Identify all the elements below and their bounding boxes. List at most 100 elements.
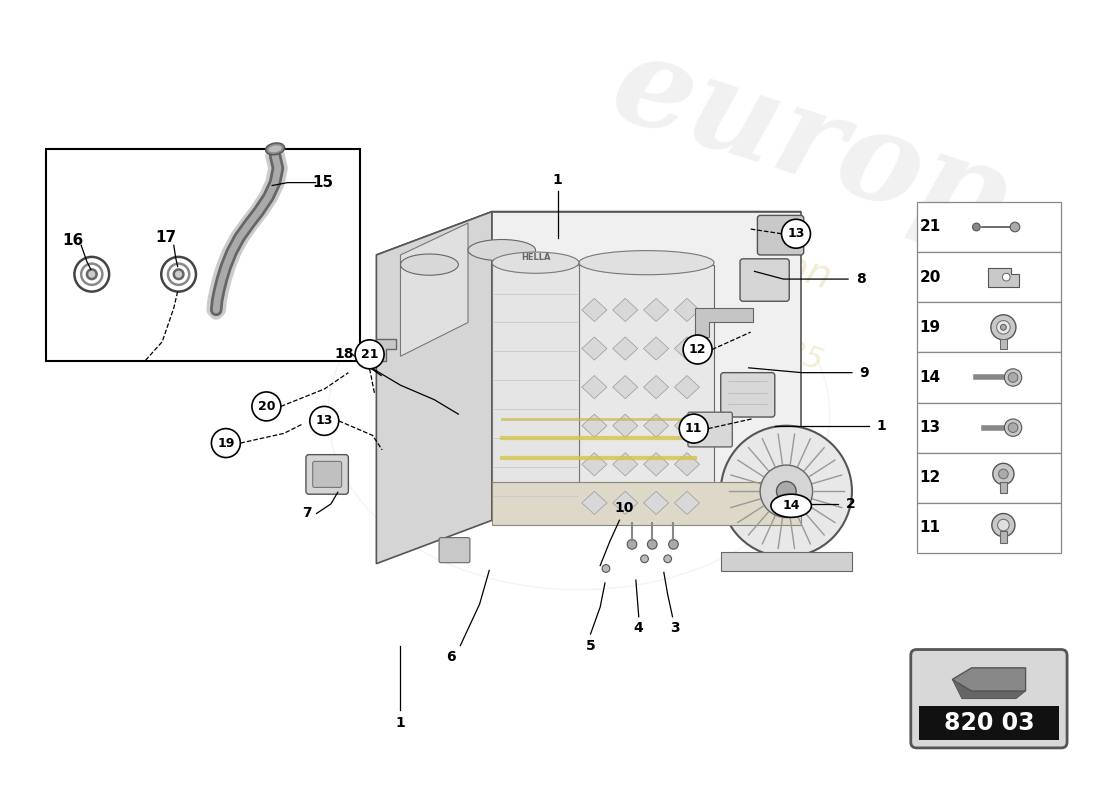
Circle shape — [75, 257, 109, 292]
Circle shape — [1004, 369, 1022, 386]
Polygon shape — [644, 298, 669, 322]
Polygon shape — [613, 414, 638, 438]
Text: 20: 20 — [257, 400, 275, 413]
Text: 19: 19 — [920, 320, 940, 335]
Circle shape — [174, 270, 184, 279]
Bar — [1000, 482, 1008, 494]
Circle shape — [1010, 222, 1020, 232]
FancyBboxPatch shape — [911, 650, 1067, 748]
Polygon shape — [674, 453, 700, 476]
Polygon shape — [644, 414, 669, 438]
Circle shape — [1009, 423, 1018, 433]
Polygon shape — [644, 491, 669, 514]
Polygon shape — [376, 211, 492, 564]
Text: 17: 17 — [155, 230, 177, 245]
FancyBboxPatch shape — [740, 259, 789, 302]
Polygon shape — [582, 298, 607, 322]
Circle shape — [991, 314, 1016, 340]
Text: 15: 15 — [312, 175, 334, 190]
Text: 11: 11 — [920, 521, 940, 535]
Polygon shape — [376, 339, 396, 361]
Text: 16: 16 — [62, 233, 84, 248]
Text: 13: 13 — [316, 414, 333, 427]
Text: 13: 13 — [788, 227, 805, 240]
Circle shape — [992, 514, 1015, 537]
Text: 20: 20 — [920, 270, 940, 285]
Text: 3: 3 — [671, 622, 680, 635]
Polygon shape — [492, 211, 801, 520]
Ellipse shape — [492, 252, 579, 274]
Text: 14: 14 — [782, 499, 800, 512]
Circle shape — [972, 223, 980, 231]
Polygon shape — [953, 668, 1025, 691]
Polygon shape — [674, 414, 700, 438]
FancyBboxPatch shape — [758, 215, 804, 255]
Polygon shape — [644, 375, 669, 398]
Polygon shape — [613, 337, 638, 360]
Text: 7: 7 — [302, 506, 311, 521]
Polygon shape — [674, 491, 700, 514]
Circle shape — [252, 392, 280, 421]
Bar — [1000, 339, 1008, 349]
Text: 21: 21 — [920, 219, 940, 234]
Circle shape — [760, 465, 813, 518]
Text: HELLA: HELLA — [520, 254, 550, 262]
Text: 5: 5 — [585, 638, 595, 653]
FancyBboxPatch shape — [439, 538, 470, 562]
Polygon shape — [695, 308, 752, 337]
Bar — [916, 453, 1062, 503]
Text: 6: 6 — [446, 650, 455, 664]
Text: 10: 10 — [615, 501, 634, 514]
Polygon shape — [613, 453, 638, 476]
Circle shape — [355, 340, 384, 369]
Text: 8: 8 — [856, 272, 866, 286]
Text: 19: 19 — [217, 437, 234, 450]
Polygon shape — [579, 265, 714, 520]
Circle shape — [640, 555, 648, 562]
Polygon shape — [953, 679, 1025, 698]
Text: europ: europ — [598, 23, 1023, 265]
Circle shape — [999, 469, 1009, 478]
Circle shape — [993, 463, 1014, 485]
Circle shape — [680, 414, 708, 443]
Circle shape — [669, 539, 679, 549]
Circle shape — [602, 565, 609, 572]
FancyBboxPatch shape — [720, 373, 774, 417]
Circle shape — [781, 219, 811, 248]
Polygon shape — [492, 265, 579, 510]
Bar — [916, 302, 1062, 352]
Bar — [916, 503, 1062, 553]
Bar — [916, 352, 1062, 402]
Circle shape — [777, 482, 796, 501]
Ellipse shape — [468, 239, 536, 261]
Text: 13: 13 — [920, 420, 940, 435]
Circle shape — [211, 429, 240, 458]
Polygon shape — [613, 375, 638, 398]
Circle shape — [1002, 274, 1010, 281]
Circle shape — [720, 426, 851, 557]
Circle shape — [998, 519, 1009, 531]
Polygon shape — [644, 453, 669, 476]
Text: a passion: a passion — [649, 203, 836, 297]
Polygon shape — [582, 375, 607, 398]
Text: 2: 2 — [846, 497, 856, 511]
Polygon shape — [582, 491, 607, 514]
Polygon shape — [400, 223, 468, 356]
Ellipse shape — [771, 494, 812, 518]
FancyBboxPatch shape — [306, 454, 349, 494]
Circle shape — [310, 406, 339, 435]
Bar — [1000, 531, 1008, 543]
Bar — [46, 149, 360, 361]
Circle shape — [1004, 419, 1022, 436]
Circle shape — [683, 335, 712, 364]
Polygon shape — [376, 211, 801, 255]
Text: for parts: for parts — [619, 245, 789, 333]
Text: 4: 4 — [634, 622, 643, 635]
Polygon shape — [613, 298, 638, 322]
Text: since 1985: since 1985 — [659, 298, 826, 377]
Ellipse shape — [265, 143, 285, 154]
Polygon shape — [674, 298, 700, 322]
Bar — [492, 482, 801, 525]
Text: 18: 18 — [334, 347, 354, 362]
Circle shape — [168, 264, 189, 285]
